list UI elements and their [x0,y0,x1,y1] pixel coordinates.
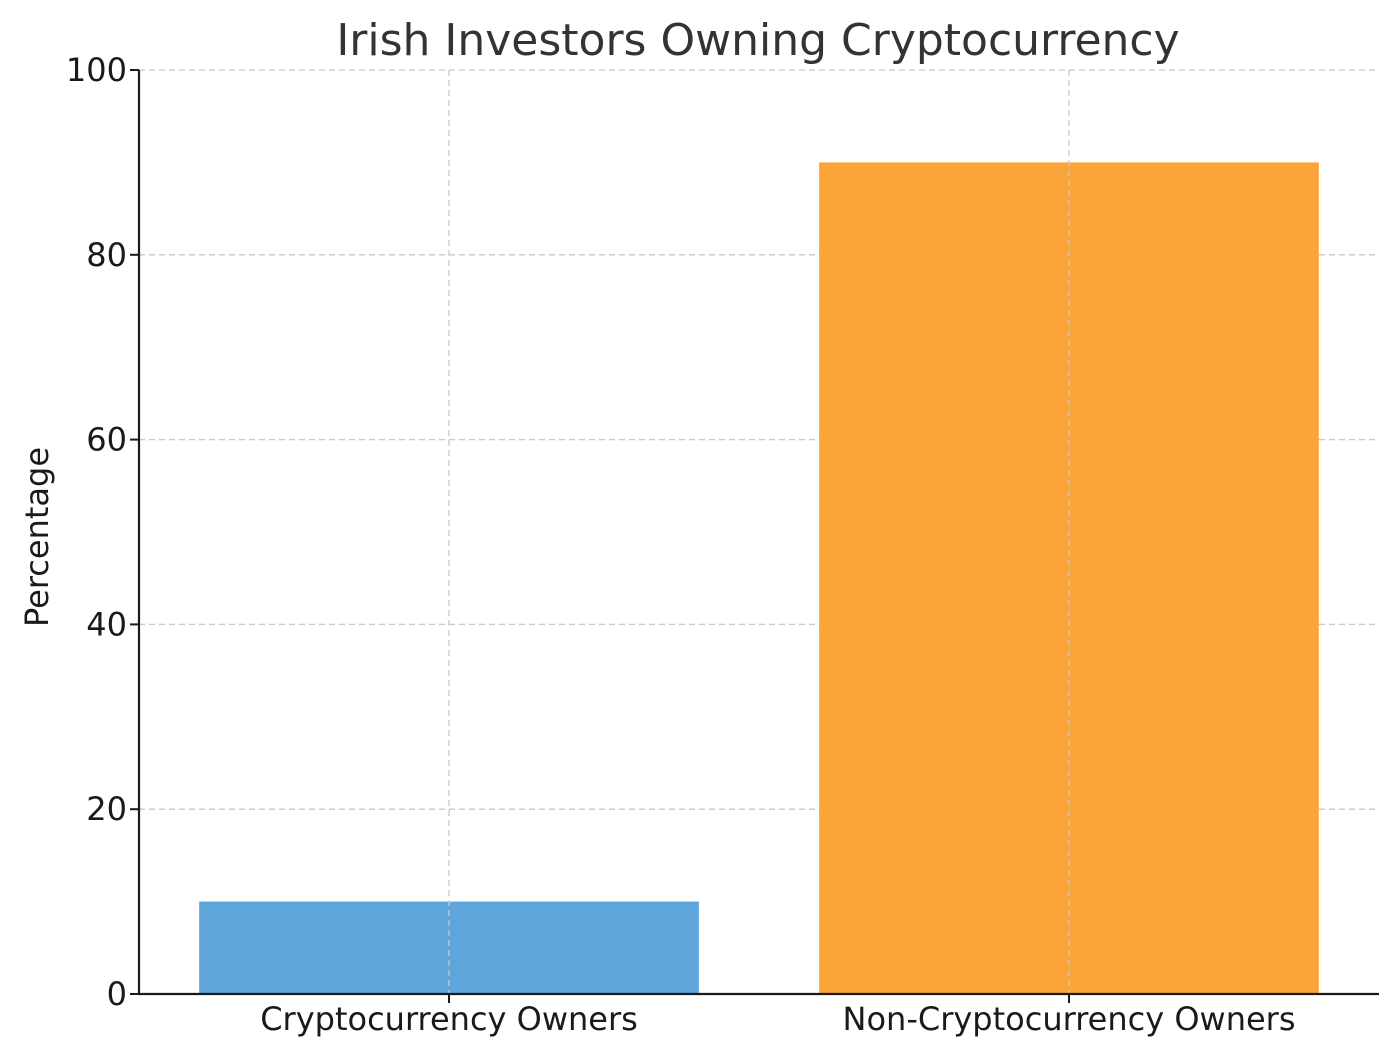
y-tick-label-80: 80 [86,236,127,274]
y-tick-label-60: 60 [86,421,127,459]
bar-cryptocurrency-owners [199,901,699,994]
grid-overlay [448,70,1070,994]
tick-labels: 0 20 40 60 80 100 Cryptocurrency Owners Non-Cry… [66,51,1296,1038]
x-tick-label-1: Non-Cryptocurrency Owners [843,1000,1296,1038]
axes [137,70,1379,996]
x-tick-label-0: Cryptocurrency Owners [260,1000,638,1038]
bars [199,162,1319,994]
y-axis-label: Percentage [18,447,56,627]
chart-title: Irish Investors Owning Cryptocurrency [336,15,1179,66]
y-tick-label-20: 20 [86,790,127,828]
y-tick-label-100: 100 [66,51,127,89]
y-tick-label-40: 40 [86,605,127,643]
y-tick-label-0: 0 [107,975,127,1013]
bar-non-cryptocurrency-owners [819,162,1319,994]
